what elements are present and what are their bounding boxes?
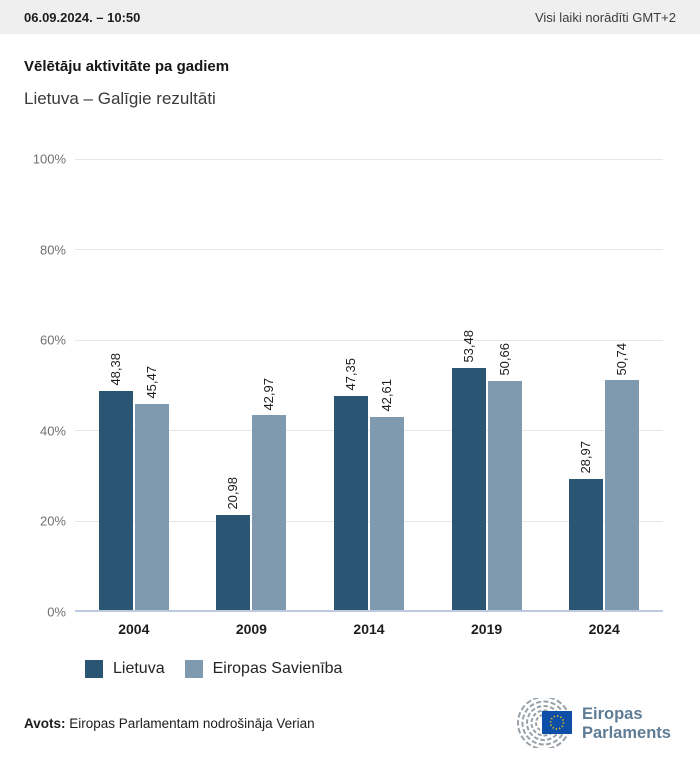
page-subtitle: Lietuva – Galīgie rezultāti — [24, 89, 216, 108]
gridline-100 — [75, 158, 663, 160]
bar-lietuva-2004: 48,38 — [98, 353, 133, 610]
bar-group-2004: 48,38 45,47 2004 — [75, 159, 193, 637]
bar-value-label: 53,48 — [460, 330, 476, 363]
legend-label: Lietuva — [113, 660, 165, 677]
bar-group-2009: 20,98 42,97 2009 — [193, 159, 311, 637]
bar-eiropas-savien-ba-2014: 42,61 — [369, 379, 404, 610]
source-text: Eiropas Parlamentam nodrošināja Verian — [69, 715, 315, 731]
european-parliament-logo: Eiropas Parlaments — [517, 698, 671, 748]
legend-label: Eiropas Savienība — [212, 660, 343, 677]
logo-text-line1: Eiropas — [582, 705, 643, 723]
y-axis-tick-label: 80% — [39, 242, 66, 258]
legend-item-lietuva: Lietuva — [85, 660, 165, 678]
bars-2014: 47,35 42,61 — [310, 159, 428, 610]
header-datetime: 06.09.2024. – 10:50 — [24, 9, 141, 25]
bar-eiropas-savien-ba-2004: 45,47 — [134, 366, 169, 610]
bar-eiropas-savien-ba-2024: 50,74 — [605, 343, 640, 610]
page-title: Vēlētāju aktivitāte pa gadiem — [24, 58, 230, 75]
bar-value-label: 48,38 — [107, 353, 123, 386]
bar-lietuva-2014: 47,35 — [333, 358, 368, 610]
x-axis-label-2024: 2024 — [588, 621, 620, 637]
bar-value-label: 45,47 — [143, 366, 159, 400]
bars-2009: 20,98 42,97 — [193, 159, 311, 610]
bar-value-label: 20,98 — [225, 477, 241, 510]
y-axis-tick-label: 60% — [39, 332, 66, 348]
y-axis-tick-label: 40% — [39, 423, 66, 439]
header-bar: 06.09.2024. – 10:50 Visi laiki norādīti … — [0, 0, 700, 34]
y-axis-tick-label: 0% — [47, 604, 66, 620]
bar-value-label: 50,66 — [496, 342, 512, 376]
header-timezone-note: Visi laiki norādīti GMT+2 — [534, 9, 676, 25]
bar-eiropas-savien-ba-2019: 50,66 — [487, 343, 522, 610]
source-note: Avots: Eiropas Parlamentam nodrošināja V… — [24, 716, 315, 731]
bar-value-label: 50,74 — [614, 342, 630, 376]
y-axis-tick-label: 20% — [39, 513, 66, 529]
bar-lietuva-2009: 20,98 — [216, 477, 251, 610]
bar-lietuva-2019: 53,48 — [451, 330, 486, 610]
eu-flag-icon — [542, 711, 572, 734]
legend-swatch-eiropas-savien-ba — [184, 660, 203, 678]
bars-2019: 53,48 50,66 — [428, 159, 546, 610]
bar-eiropas-savien-ba-2009: 42,97 — [252, 378, 287, 610]
x-axis-label-2019: 2019 — [471, 621, 503, 637]
x-axis-label-2009: 2009 — [235, 621, 267, 637]
bar-group-2014: 47,35 42,61 2014 — [310, 159, 428, 637]
footer: Avots: Eiropas Parlamentam nodrošināja V… — [24, 698, 676, 748]
gridline-80 — [75, 249, 663, 251]
bar-lietuva-2024: 28,97 — [569, 441, 604, 610]
y-axis-tick-label: 100% — [32, 151, 66, 167]
source-label: Avots: — [24, 715, 66, 731]
bars-2024: 28,97 50,74 — [545, 159, 663, 610]
bar-value-label: 28,97 — [578, 441, 594, 474]
bar-value-label: 47,35 — [342, 357, 358, 391]
legend-item-eiropas-savien-ba: Eiropas Savienība — [184, 660, 343, 678]
bar-value-label: 42,97 — [261, 377, 277, 411]
gridline-40 — [75, 430, 663, 432]
bar-group-2019: 53,48 50,66 2019 — [428, 159, 546, 637]
gridline-20 — [75, 520, 663, 522]
bar-group-2024: 28,97 50,74 2024 — [545, 159, 663, 637]
bar-value-label: 42,61 — [378, 379, 394, 412]
bars-2004: 48,38 45,47 — [75, 159, 193, 610]
legend: Lietuva Eiropas Savienība — [85, 660, 676, 678]
logo-text-line2: Parlaments — [582, 724, 671, 742]
gridline-60 — [75, 339, 663, 341]
plot-area: 0% 20% 40% 60% 80% 100% 48,38 45,47 2004 20,98 42,… — [33, 152, 663, 637]
legend-swatch-lietuva — [85, 660, 103, 678]
x-axis-label-2004: 2004 — [118, 621, 150, 637]
x-axis-label-2014: 2014 — [353, 621, 385, 637]
